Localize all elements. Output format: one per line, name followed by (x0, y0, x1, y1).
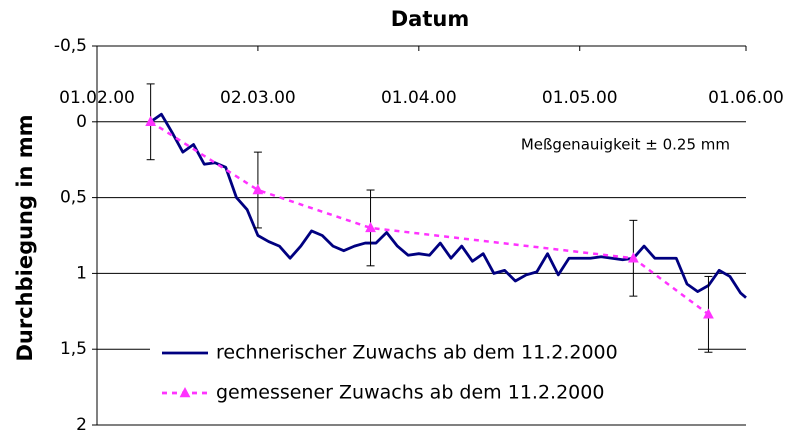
series-line (149, 112, 747, 299)
x-tick-label: 01.02.00 (59, 88, 135, 108)
y-tick-label: 1,5 (60, 339, 87, 359)
marker (252, 184, 264, 195)
marker (703, 308, 714, 319)
y-tick-label: 0,5 (60, 188, 87, 208)
x-tick-label: 01.04.00 (381, 88, 457, 108)
y-tick-label: 0 (76, 112, 87, 132)
x-tick-label: 02.03.00 (220, 88, 296, 108)
legend-marker (179, 387, 191, 398)
chart-title: Datum (391, 7, 469, 31)
annotation: Meßgenauigkeit ± 0.25 mm (521, 136, 730, 154)
marker (627, 252, 639, 263)
y-tick-label: -0,5 (54, 36, 87, 56)
x-tick-label: 01.05.00 (542, 88, 618, 108)
series-line (149, 120, 710, 316)
y-tick-label: 1 (76, 263, 87, 283)
y-tick-label: 2 (76, 415, 87, 433)
marker (365, 221, 376, 233)
legend-label: gemessener Zuwachs ab dem 11.2.2000 (216, 382, 604, 404)
marker (145, 115, 157, 126)
legend-label: rechnerischer Zuwachs ab dem 11.2.2000 (216, 342, 618, 364)
x-tick-label: 01.06.00 (708, 88, 784, 108)
legend-box (150, 330, 698, 412)
y-axis-label: Durchbiegung in mm (13, 114, 37, 361)
